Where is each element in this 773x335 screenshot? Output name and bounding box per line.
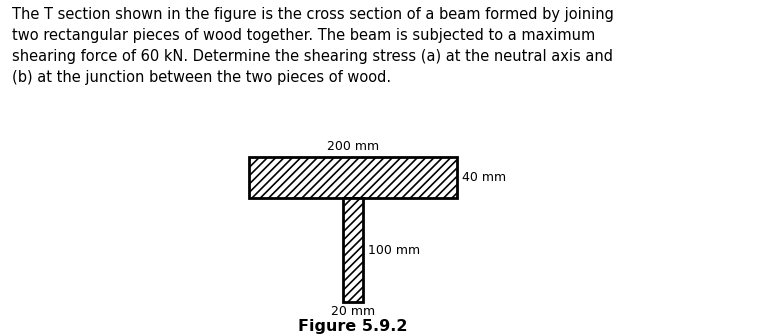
Text: 200 mm: 200 mm (327, 140, 379, 153)
Text: Figure 5.9.2: Figure 5.9.2 (298, 319, 407, 334)
Text: The T section shown in the figure is the cross section of a beam formed by joini: The T section shown in the figure is the… (12, 7, 614, 85)
Bar (249, 157, 457, 198)
Text: 20 mm: 20 mm (331, 305, 375, 318)
Text: 40 mm: 40 mm (461, 171, 506, 184)
Text: 100 mm: 100 mm (369, 244, 421, 257)
Bar (342, 198, 363, 302)
